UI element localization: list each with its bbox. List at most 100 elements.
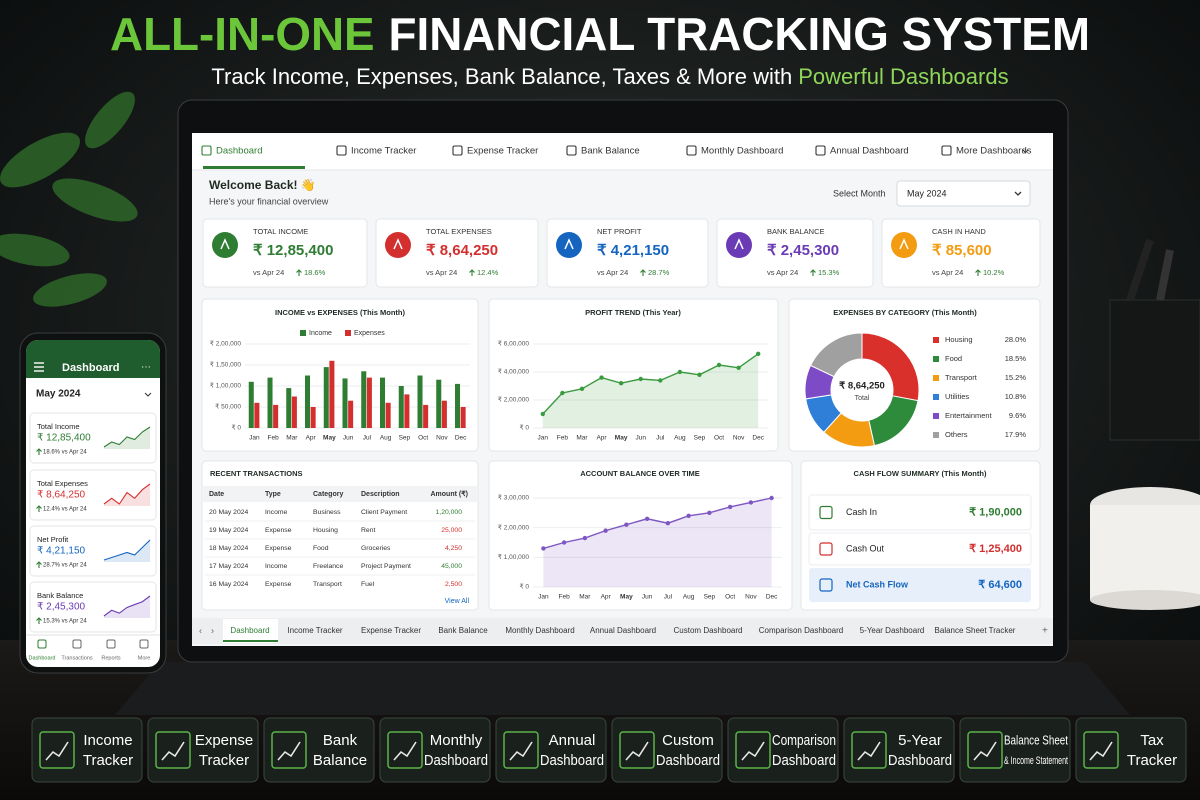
- sheet-tab[interactable]: Custom Dashboard: [674, 626, 743, 635]
- area: [543, 498, 772, 587]
- phone-nav-label[interactable]: More: [138, 655, 151, 661]
- feature-icon: [155, 731, 191, 769]
- point: [638, 376, 643, 382]
- x-tick-label: Oct: [418, 435, 428, 442]
- phone-nav-label[interactable]: Transactions: [61, 655, 93, 661]
- phone-nav-label[interactable]: Dashboard: [29, 655, 56, 661]
- legend-label: Entertainment: [945, 411, 993, 420]
- phone-nav-icon: [139, 639, 149, 649]
- y-tick-label: ₹ 0: [519, 424, 529, 432]
- x-tick-label: Nov: [436, 435, 448, 442]
- table-cell: 18 May 2024: [209, 545, 249, 552]
- nav-tab[interactable]: Dashboard: [216, 146, 262, 157]
- cash-flow-icon: [819, 542, 833, 556]
- sheet-tab[interactable]: Expense Tracker: [361, 626, 421, 635]
- cash-flow-label: Cash In: [846, 507, 877, 517]
- kpi-change: 15.3%: [818, 268, 840, 277]
- nav-tab[interactable]: More Dashboards: [956, 146, 1032, 157]
- table-cell: 17 May 2024: [209, 563, 249, 570]
- nav-tab-icon: [815, 145, 826, 156]
- sheet-tab[interactable]: Income Tracker: [287, 626, 342, 635]
- sheet-tab[interactable]: Comparison Dashboard: [759, 626, 844, 635]
- table-cell: 1,20,000: [436, 509, 463, 516]
- phone-month: May 2024: [36, 389, 81, 400]
- feature-tile[interactable]: [727, 717, 839, 783]
- y-tick-label: ₹ 2,00,000: [210, 340, 242, 348]
- y-tick-label: ₹ 2,00,000: [498, 396, 530, 404]
- sheet-tab[interactable]: Annual Dashboard: [590, 626, 656, 635]
- month-dropdown[interactable]: [896, 180, 1031, 207]
- add-sheet[interactable]: +: [1042, 626, 1048, 637]
- tab-scroll-right[interactable]: ›: [211, 625, 214, 635]
- point: [541, 546, 546, 551]
- chart-title: PROFIT TREND (This Year): [585, 308, 681, 317]
- view-all-link[interactable]: View All: [445, 598, 470, 605]
- feature-tile[interactable]: [147, 717, 259, 783]
- plant: [0, 91, 138, 307]
- feature-label: Dashboard: [772, 752, 836, 769]
- legend-swatch: [933, 337, 939, 343]
- y-tick-label: ₹ 1,50,000: [210, 361, 242, 369]
- table-cell: Expense: [265, 545, 292, 552]
- nav-tab[interactable]: Expense Tracker: [467, 146, 538, 157]
- bar: [329, 360, 335, 428]
- feature-label: & Income Statement: [1004, 755, 1068, 767]
- nav-tab[interactable]: Monthly Dashboard: [701, 146, 783, 157]
- sheet-tab-underline: [223, 640, 278, 642]
- point: [736, 365, 741, 370]
- kpi-icon-glyph: [899, 238, 909, 250]
- feature-tile[interactable]: [611, 717, 723, 783]
- phone-nav-icon: [106, 639, 116, 649]
- nav-tab-icon: [941, 145, 952, 156]
- kpi-compare: vs Apr 24: [426, 268, 457, 277]
- kpi-icon: [212, 232, 238, 258]
- kpi-card: [716, 218, 874, 288]
- feature-tile[interactable]: [31, 717, 143, 783]
- phone-card-label: Total Income: [37, 422, 80, 431]
- table-cell: Project Payment: [361, 563, 411, 570]
- column-header: Description: [361, 491, 400, 498]
- cash-flow-row: [808, 532, 1032, 566]
- sheet-tab[interactable]: Monthly Dashboard: [505, 626, 574, 635]
- welcome-title: Welcome Back! 👋: [209, 178, 316, 192]
- feature-tile[interactable]: [263, 717, 375, 783]
- phone-nav-label[interactable]: Reports: [101, 655, 121, 661]
- title-highlight: ALL-IN-ONE: [110, 8, 375, 60]
- feature-icon: [503, 731, 539, 769]
- feature-tile[interactable]: [843, 717, 955, 783]
- nav-tab[interactable]: Income Tracker: [351, 146, 416, 157]
- chart-title: ACCOUNT BALANCE OVER TIME: [580, 469, 700, 478]
- point: [658, 378, 663, 383]
- kpi-icon: [891, 232, 917, 258]
- x-tick-label: May: [615, 435, 628, 442]
- chart-title: EXPENSES BY CATEGORY (This Month): [833, 308, 977, 317]
- y-tick-label: ₹ 4,00,000: [498, 368, 530, 376]
- tab-scroll-left[interactable]: ‹: [199, 625, 202, 635]
- feature-tile[interactable]: [959, 717, 1071, 783]
- kpi-card: [202, 218, 368, 288]
- nav-tab-icon: [452, 145, 463, 156]
- feature-tile[interactable]: [1075, 717, 1187, 783]
- kpi-value: ₹ 8,64,250: [426, 242, 498, 259]
- kpi-change: 12.4%: [477, 268, 499, 277]
- feature-icon-glyph: [857, 741, 881, 761]
- x-tick-label: Jan: [538, 435, 549, 442]
- sheet-tab[interactable]: Dashboard: [230, 626, 269, 635]
- feature-tile[interactable]: [495, 717, 607, 783]
- table-cell: Rent: [361, 527, 375, 534]
- sheet-tab[interactable]: 5-Year Dashboard: [860, 626, 925, 635]
- sheet-tab[interactable]: Bank Balance: [438, 626, 488, 635]
- nav-tab[interactable]: Bank Balance: [581, 146, 640, 157]
- feature-icon: [271, 731, 307, 769]
- nav-tab[interactable]: Annual Dashboard: [830, 146, 909, 157]
- sheet-tab-active: [223, 619, 278, 643]
- sheet-tab[interactable]: Balance Sheet Tracker: [935, 626, 1016, 635]
- phone-more[interactable]: ···: [141, 362, 151, 373]
- up-arrow: [810, 269, 816, 276]
- phone-menu-icon[interactable]: [34, 362, 44, 372]
- up-arrow: [36, 561, 42, 568]
- feature-tile[interactable]: [379, 717, 491, 783]
- y-tick-label: ₹ 0: [231, 424, 241, 432]
- cash-flow-row: [808, 494, 1032, 531]
- kpi-change: 18.6%: [304, 268, 326, 277]
